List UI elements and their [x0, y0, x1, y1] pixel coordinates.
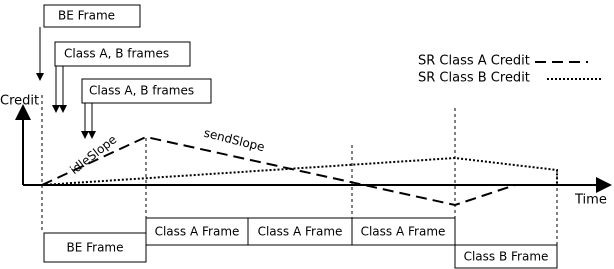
slope-label: idleSlope [67, 132, 119, 177]
frame-box [247, 217, 353, 246]
box-label: Class A, B frames [89, 84, 194, 98]
frame-box [81, 78, 212, 104]
legend-label: SR Class B Credit [418, 71, 530, 86]
frame-box [454, 244, 558, 269]
box-label: Class A Frame [155, 225, 240, 239]
y-axis-label: Credit [0, 94, 39, 109]
arrival-arrows [36, 27, 96, 139]
slope-label: sendSlope [202, 126, 266, 155]
box-label: Class B Frame [464, 250, 549, 264]
box-label: BE Frame [58, 9, 115, 23]
frame-box [351, 217, 456, 246]
frame-box [43, 232, 147, 263]
box-label: BE Frame [66, 241, 123, 255]
box-label: Class A Frame [258, 225, 343, 239]
legend-label: SR Class A Credit [418, 54, 530, 69]
frame-box [43, 4, 141, 28]
class-b-credit [41, 156, 558, 186]
frame-box [145, 217, 249, 246]
class-a-credit [41, 135, 516, 207]
x-axis-label: Time [574, 193, 607, 208]
box-label: Class A, B frames [64, 47, 169, 61]
box-label: Class A Frame [361, 225, 446, 239]
frame-box [54, 41, 191, 67]
